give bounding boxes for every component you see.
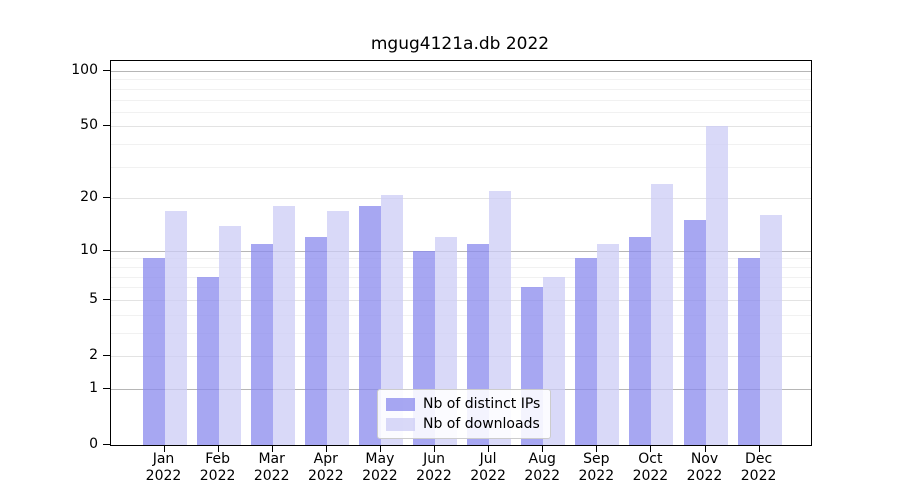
gridline-10 [111, 250, 811, 252]
gridline-30 [111, 166, 811, 168]
bar-downloads-jul [489, 190, 512, 445]
x-tick-jan [163, 445, 165, 452]
x-tick-dec [758, 445, 760, 452]
gridline-60 [111, 111, 811, 113]
bar-downloads-may [380, 194, 403, 445]
bar-downloads-jan [164, 210, 187, 445]
x-tick-label-feb: Feb 2022 [199, 451, 236, 484]
bar-ips-mar [250, 243, 273, 445]
y-tick-1 [103, 387, 110, 389]
y-tick-5 [103, 298, 110, 300]
bar-downloads-feb [218, 225, 241, 445]
y-tick-2 [103, 355, 110, 356]
gridline-50 [111, 126, 811, 128]
bar-ips-sep [575, 258, 598, 445]
gridline-7 [111, 276, 811, 278]
gridline-8 [111, 266, 811, 268]
y-tick-0 [103, 444, 110, 445]
y-tick-label-100: 100 [71, 62, 98, 78]
x-tick-label-jul: Jul 2022 [470, 451, 506, 484]
x-tick-label-nov: Nov 2022 [686, 451, 723, 484]
x-tick-label-mar: Mar 2022 [253, 451, 290, 484]
y-tick-label-20: 20 [80, 189, 98, 206]
x-tick-may [379, 445, 381, 452]
legend-swatch-downloads [386, 417, 415, 431]
y-tick-10 [103, 249, 110, 251]
bar-downloads-dec [759, 215, 782, 445]
x-tick-label-jun: Jun 2022 [416, 451, 452, 484]
x-tick-feb [217, 445, 219, 452]
gridline-6 [111, 287, 811, 289]
gridline-40 [111, 144, 811, 146]
x-tick-apr [325, 445, 327, 452]
plot-area: Nb of distinct IPs Nb of downloads [110, 60, 812, 446]
bar-downloads-oct [651, 184, 674, 445]
x-tick-mar [271, 445, 273, 452]
x-tick-jun [434, 445, 435, 452]
x-tick-label-apr: Apr 2022 [307, 451, 344, 484]
gridline-3 [111, 332, 811, 334]
gridline-5 [111, 299, 811, 301]
y-tick-label-50: 50 [80, 117, 98, 134]
y-tick-20 [103, 197, 110, 199]
x-tick-sep [596, 445, 598, 452]
x-tick-label-oct: Oct 2022 [632, 451, 669, 484]
gridline-80 [111, 88, 811, 90]
bar-ips-may [358, 206, 381, 445]
bar-downloads-nov [705, 126, 728, 445]
y-tick-50 [103, 125, 110, 127]
x-tick-label-jan: Jan 2022 [145, 451, 182, 484]
bar-ips-dec [737, 258, 760, 445]
gridline-100 [111, 71, 811, 72]
gridline-90 [111, 79, 811, 81]
y-tick-label-1: 1 [89, 379, 98, 396]
bar-ips-nov [683, 220, 706, 445]
bar-ips-feb [196, 276, 219, 445]
x-tick-label-may: May 2022 [362, 451, 398, 484]
x-tick-oct [650, 445, 652, 452]
bar-downloads-sep [597, 243, 620, 445]
y-tick-label-10: 10 [80, 241, 98, 258]
x-tick-label-aug: Aug 2022 [524, 451, 560, 484]
y-tick-label-0: 0 [89, 436, 98, 452]
y-tick-label-2: 2 [89, 347, 98, 363]
gridline-4 [111, 314, 811, 316]
bar-downloads-apr [326, 210, 349, 445]
x-tick-label-sep: Sep 2022 [578, 451, 615, 484]
gridline-2 [111, 356, 811, 357]
legend-label-downloads: Nb of downloads [423, 416, 540, 432]
legend-label-distinct-ips: Nb of distinct IPs [423, 396, 541, 412]
legend-item-distinct-ips: Nb of distinct IPs [386, 396, 540, 412]
x-tick-aug [542, 445, 544, 452]
x-tick-label-dec: Dec 2022 [740, 451, 777, 484]
legend-swatch-distinct-ips [386, 397, 415, 411]
x-tick-jul [488, 445, 490, 452]
bar-ips-jan [142, 258, 165, 445]
bar-ips-apr [304, 237, 327, 445]
legend: Nb of distinct IPs Nb of downloads [377, 389, 552, 439]
bar-ips-oct [629, 237, 652, 445]
legend-item-downloads: Nb of downloads [386, 416, 540, 432]
gridline-20 [111, 198, 811, 200]
y-tick-label-5: 5 [89, 290, 98, 307]
x-tick-nov [704, 445, 706, 452]
y-tick-100 [103, 70, 110, 71]
gridline-9 [111, 258, 811, 260]
bar-downloads-mar [272, 206, 295, 445]
gridline-70 [111, 99, 811, 101]
chart-title: mgug4121a.db 2022 [370, 34, 550, 54]
